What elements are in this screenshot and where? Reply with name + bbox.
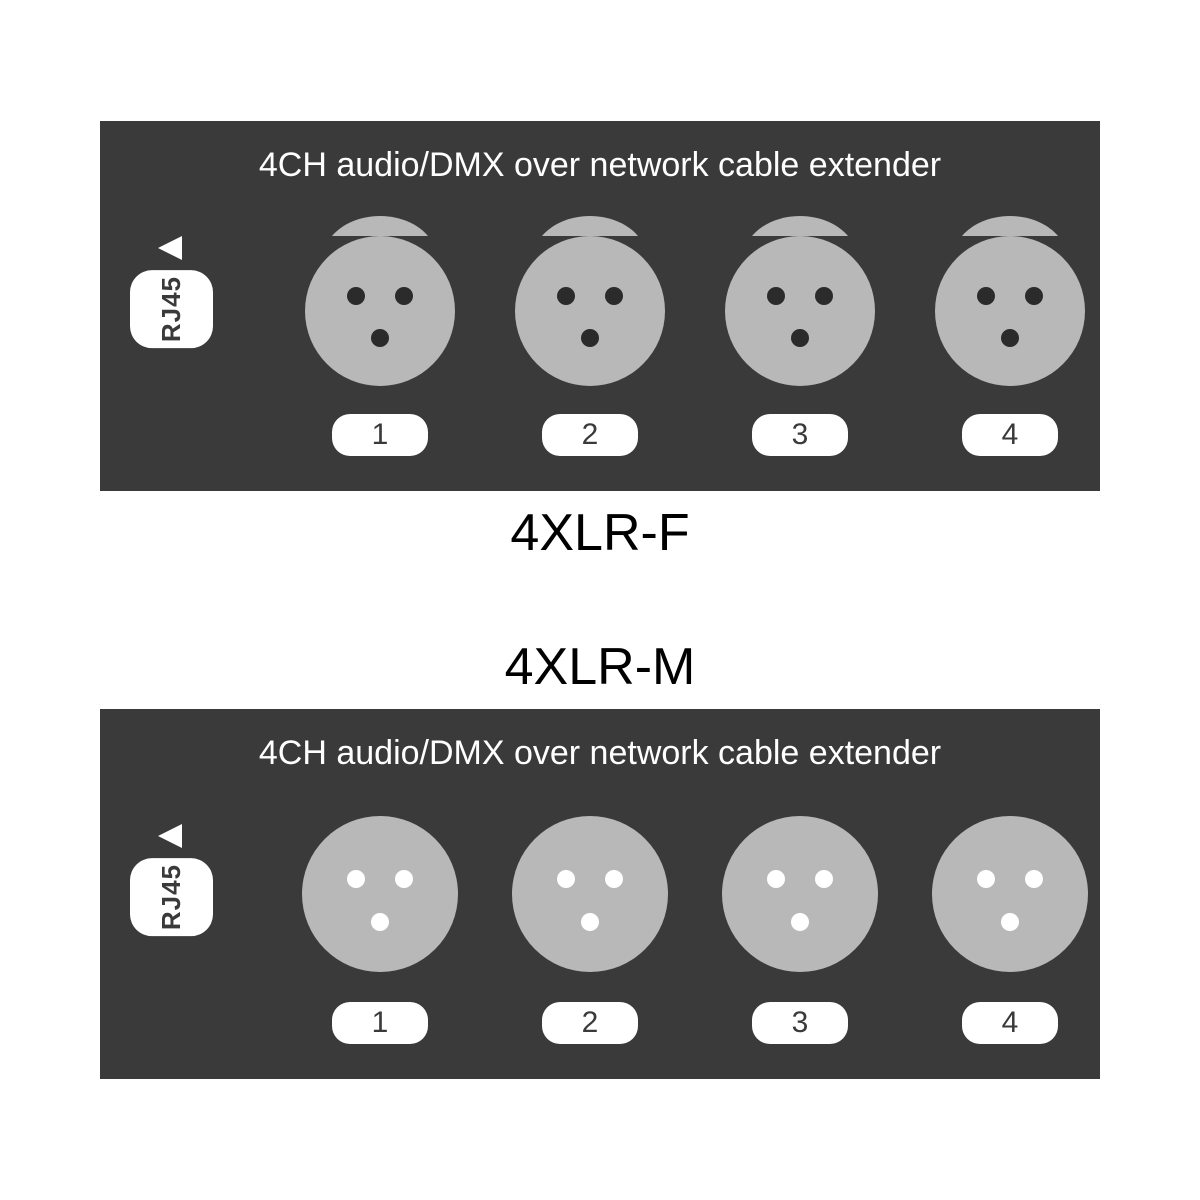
channel-label: 4	[962, 1002, 1058, 1044]
channel-label: 2	[542, 1002, 638, 1044]
xlr-male-2: 2	[510, 804, 670, 1044]
xlr-female-icon	[930, 216, 1090, 386]
rj45-block-bottom: RJ45	[130, 824, 213, 936]
panel-title-top: 4CH audio/DMX over network cable extende…	[100, 121, 1100, 185]
rj45-label-bottom: RJ45	[130, 858, 213, 936]
channel-label: 1	[332, 414, 428, 456]
xlr-female-icon	[720, 216, 880, 386]
channel-label: 4	[962, 414, 1058, 456]
xlr-female-3: 3	[720, 216, 880, 456]
panel-title-bottom: 4CH audio/DMX over network cable extende…	[100, 709, 1100, 773]
channel-label: 2	[542, 414, 638, 456]
xlr-male-icon	[300, 804, 460, 974]
xlr-male-3: 3	[720, 804, 880, 1044]
rj45-block-top: RJ45	[130, 236, 213, 348]
triangle-left-icon	[158, 236, 186, 260]
xlr-female-icon	[300, 216, 460, 386]
channel-label: 3	[752, 1002, 848, 1044]
xlr-male-icon	[510, 804, 670, 974]
model-label-female: 4XLR-F	[510, 503, 689, 563]
connector-row-top: 1 2 3	[300, 216, 1090, 456]
xlr-female-4: 4	[930, 216, 1090, 456]
xlr-female-1: 1	[300, 216, 460, 456]
rj45-label-top: RJ45	[130, 270, 213, 348]
xlr-female-icon	[510, 216, 670, 386]
xlr-male-4: 4	[930, 804, 1090, 1044]
xlr-female-2: 2	[510, 216, 670, 456]
channel-label: 1	[332, 1002, 428, 1044]
triangle-left-icon	[158, 824, 186, 848]
model-label-male: 4XLR-M	[505, 637, 696, 697]
channel-label: 3	[752, 414, 848, 456]
xlr-male-1: 1	[300, 804, 460, 1044]
xlr-male-icon	[720, 804, 880, 974]
panel-female: 4CH audio/DMX over network cable extende…	[100, 121, 1100, 491]
xlr-male-icon	[930, 804, 1090, 974]
connector-row-bottom: 1 2 3	[300, 804, 1090, 1044]
panel-male: 4CH audio/DMX over network cable extende…	[100, 709, 1100, 1079]
